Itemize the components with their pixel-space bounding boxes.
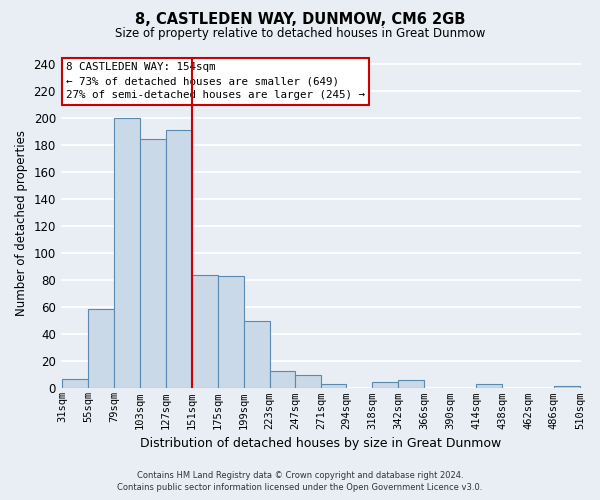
Bar bbox=[295, 375, 322, 388]
Bar bbox=[140, 138, 166, 388]
Bar bbox=[322, 384, 346, 388]
Bar bbox=[218, 276, 244, 388]
Bar bbox=[372, 382, 398, 388]
Bar bbox=[476, 384, 502, 388]
X-axis label: Distribution of detached houses by size in Great Dunmow: Distribution of detached houses by size … bbox=[140, 437, 502, 450]
Text: 8 CASTLEDEN WAY: 154sqm
← 73% of detached houses are smaller (649)
27% of semi-d: 8 CASTLEDEN WAY: 154sqm ← 73% of detache… bbox=[66, 62, 365, 100]
Text: Size of property relative to detached houses in Great Dunmow: Size of property relative to detached ho… bbox=[115, 28, 485, 40]
Bar bbox=[244, 321, 269, 388]
Text: Contains HM Land Registry data © Crown copyright and database right 2024.
Contai: Contains HM Land Registry data © Crown c… bbox=[118, 471, 482, 492]
Y-axis label: Number of detached properties: Number of detached properties bbox=[15, 130, 28, 316]
Bar bbox=[114, 118, 140, 388]
Bar bbox=[191, 275, 218, 388]
Bar bbox=[62, 379, 88, 388]
Bar bbox=[554, 386, 580, 388]
Bar bbox=[166, 130, 191, 388]
Text: 8, CASTLEDEN WAY, DUNMOW, CM6 2GB: 8, CASTLEDEN WAY, DUNMOW, CM6 2GB bbox=[135, 12, 465, 28]
Bar bbox=[269, 371, 295, 388]
Bar bbox=[88, 308, 114, 388]
Bar bbox=[398, 380, 424, 388]
